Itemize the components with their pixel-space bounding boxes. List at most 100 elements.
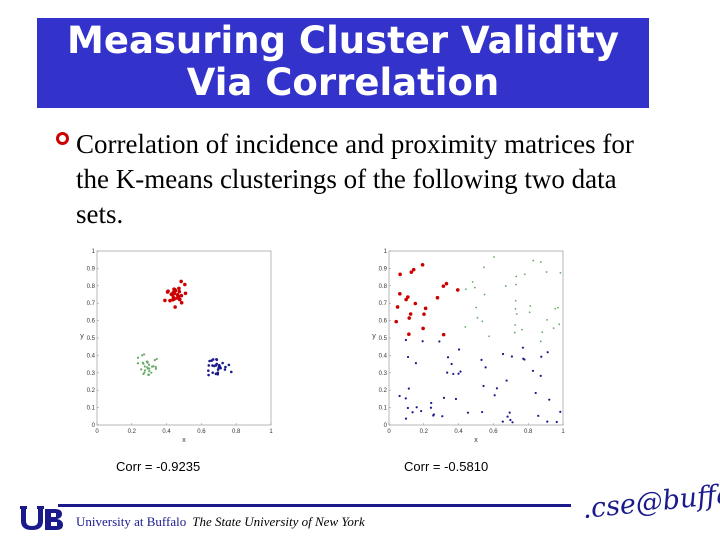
x-tick-label: 0	[95, 429, 99, 435]
scatter-point	[163, 298, 167, 303]
y-tick-label: 0.5	[87, 336, 96, 342]
scatter-point	[142, 362, 145, 365]
scatter-point	[166, 289, 170, 293]
y-axis-label: y	[372, 333, 376, 340]
scatter-point	[173, 288, 178, 293]
scatter-point	[406, 295, 410, 299]
x-tick-label: 0.6	[489, 429, 498, 435]
scatter-point	[515, 275, 518, 278]
scatter-point	[140, 368, 143, 371]
ub-logo-icon	[20, 506, 63, 530]
x-tick-label: 0.4	[162, 429, 171, 435]
scatter-point	[214, 372, 218, 376]
scatter-point	[207, 364, 211, 367]
scatter-point	[177, 297, 182, 302]
scatter-point	[420, 409, 423, 413]
scatter-point	[514, 299, 517, 302]
scatter-point	[442, 396, 446, 399]
scatter-plot-1: 0 0.2 0.4 0.6 0.8 1 0 0.1 0.2 0.3 0.4 0.5 0.6 0.7 0.8 0…	[80, 245, 283, 450]
scatter-point	[523, 273, 526, 276]
scatter-point	[457, 348, 461, 351]
scatter-point	[501, 420, 504, 423]
scatter-point	[411, 411, 414, 414]
scatter-point	[466, 411, 470, 414]
scatter-point	[495, 387, 499, 390]
scatter-point	[143, 353, 146, 356]
scatter-point	[211, 364, 214, 367]
scatter-point	[480, 358, 483, 361]
y-tick-label: 0.8	[379, 284, 388, 290]
bullet-point: Correlation of incidence and proximity m…	[56, 127, 656, 232]
y-tick-label: 0.4	[379, 353, 388, 359]
y-tick-label: 0.6	[87, 319, 96, 325]
scatter-point	[229, 370, 233, 374]
scatter-point	[183, 282, 187, 287]
scatter-point	[211, 358, 215, 361]
scatter-point	[177, 289, 182, 294]
y-tick-label: 0.7	[87, 301, 96, 307]
scatter-point	[173, 305, 177, 309]
scatter-point	[555, 420, 558, 424]
scatter-point	[493, 256, 495, 258]
scatter-point	[546, 351, 549, 354]
scatter-point	[406, 355, 410, 359]
scatter-point	[452, 372, 455, 376]
scatter-point	[420, 263, 425, 267]
scatter-point	[143, 365, 146, 368]
x-tick-label: 0.8	[232, 429, 241, 435]
scatter-point	[450, 362, 453, 366]
scatter-point	[398, 272, 402, 277]
y-tick-label: 0.1	[379, 406, 388, 412]
y-tick-label: 0	[384, 423, 388, 429]
x-tick-label: 0.2	[128, 429, 137, 435]
scatter-point	[471, 281, 474, 283]
scatter-point	[546, 318, 548, 321]
scatter-point	[493, 394, 496, 397]
corr-value-1: Corr = -0.9235	[116, 459, 201, 474]
scatter-point	[488, 335, 491, 338]
scatter-point	[534, 391, 537, 395]
scatter-point	[154, 365, 157, 369]
scatter-point	[441, 284, 446, 288]
scatter-point	[539, 374, 542, 377]
scatter-point	[554, 307, 557, 310]
y-tick-label: 0.4	[87, 353, 96, 359]
scatter-point	[558, 323, 561, 326]
scatter-point	[557, 306, 559, 309]
corr-value-2: Corr = -0.5810	[404, 459, 489, 474]
scatter-point	[430, 401, 433, 405]
scatter-point	[482, 384, 485, 388]
scatter-point	[473, 286, 476, 289]
scatter-point	[146, 361, 149, 364]
y-axis-label: y	[80, 333, 84, 340]
scatter-point	[513, 331, 516, 334]
y-tick-label: 0	[92, 423, 96, 429]
slide-title: Measuring Cluster Validity Via Correlati…	[37, 18, 649, 108]
y-tick-label: 0.2	[379, 388, 388, 394]
scatter-point	[216, 368, 220, 371]
university-name: University at Buffalo	[76, 514, 187, 529]
y-tick-label: 0.9	[87, 266, 96, 272]
y-tick-label: 0.7	[379, 301, 388, 307]
footer-divider	[58, 504, 571, 507]
scatter-point	[423, 306, 428, 311]
scatter-point	[435, 295, 440, 300]
scatter-point	[539, 261, 542, 263]
scatter-point	[459, 370, 462, 373]
scatter-point	[548, 398, 551, 401]
scatter-point	[552, 327, 555, 330]
scatter-point	[398, 292, 402, 296]
scatter-plot-2-svg: 0 0.2 0.4 0.6 0.8 1 0 0.1 0.2 0.3 0.4 0.5 0.6 0.7 0.8 0…	[372, 249, 565, 444]
scatter-point	[464, 288, 467, 291]
scatter-point	[501, 352, 505, 356]
scatter-point	[171, 297, 175, 302]
scatter-point	[441, 332, 446, 337]
footer-university: University at Buffalo The State Universit…	[76, 514, 365, 530]
x-tick-label: 0.2	[420, 429, 429, 435]
scatter-point	[407, 332, 411, 336]
title-line-2: Via Correlation	[186, 61, 500, 104]
scatter-point	[211, 371, 215, 374]
y-tick-label: 0.9	[379, 266, 388, 272]
scatter-point	[529, 305, 532, 307]
scatter-point	[508, 411, 511, 414]
